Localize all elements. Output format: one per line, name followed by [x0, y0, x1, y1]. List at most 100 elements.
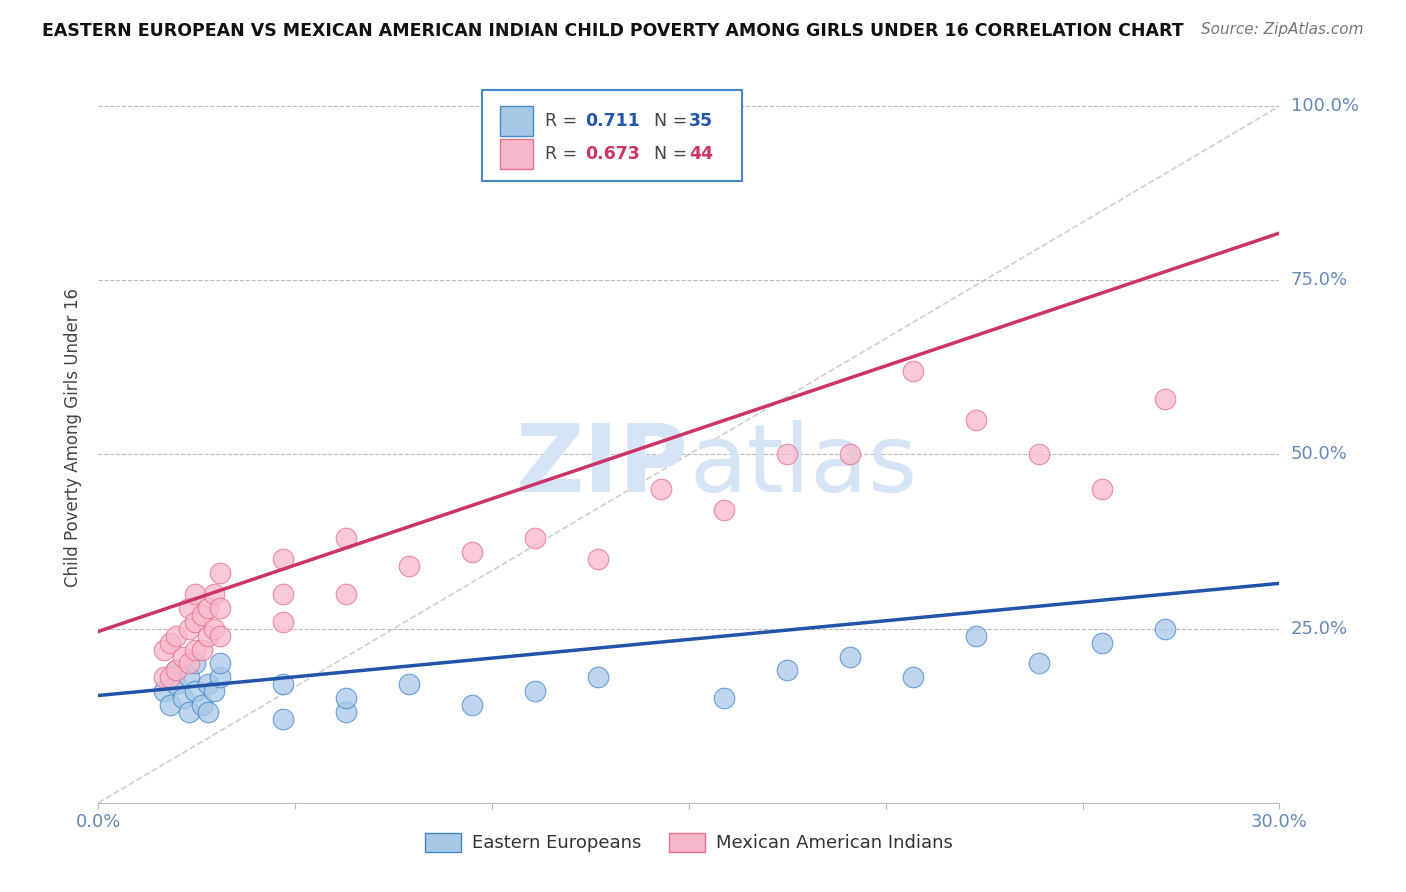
Point [717, 392, 740, 406]
Point [166, 677, 188, 691]
FancyBboxPatch shape [501, 139, 533, 169]
Point [111, 587, 134, 601]
Point [835, 468, 858, 483]
Text: N =: N = [643, 112, 693, 130]
Point [402, 483, 425, 497]
Text: 0.673: 0.673 [585, 145, 640, 163]
Text: R =: R = [546, 145, 582, 163]
Point [245, 558, 267, 573]
Point [717, 622, 740, 636]
Point [127, 670, 149, 684]
Point [103, 691, 125, 706]
Point [441, 503, 464, 517]
Point [875, 545, 897, 559]
Point [953, 517, 976, 532]
Text: 100.0%: 100.0% [1291, 97, 1358, 115]
FancyBboxPatch shape [482, 90, 742, 181]
Point [481, 448, 503, 462]
Point [98, 664, 121, 678]
Point [96, 698, 118, 713]
Point [166, 552, 188, 566]
Point [481, 664, 503, 678]
Point [96, 670, 118, 684]
Text: atlas: atlas [689, 420, 917, 512]
Point [520, 649, 543, 664]
Point [678, 635, 700, 649]
Point [284, 545, 307, 559]
Point [323, 531, 346, 545]
Point [122, 587, 145, 601]
Point [678, 483, 700, 497]
Point [107, 657, 129, 671]
Text: N =: N = [643, 145, 693, 163]
Point [118, 677, 141, 691]
Point [205, 691, 228, 706]
Point [107, 670, 129, 684]
Point [166, 615, 188, 629]
Point [638, 657, 661, 671]
Point [323, 684, 346, 698]
Point [284, 698, 307, 713]
Point [96, 635, 118, 649]
Point [91, 670, 114, 684]
Point [796, 357, 818, 371]
Point [560, 364, 582, 378]
Point [98, 677, 121, 691]
Point [111, 642, 134, 657]
Point [111, 615, 134, 629]
Legend: Eastern Europeans, Mexican American Indians: Eastern Europeans, Mexican American Indi… [418, 826, 960, 860]
Point [127, 600, 149, 615]
Point [875, 552, 897, 566]
Point [98, 664, 121, 678]
Text: EASTERN EUROPEAN VS MEXICAN AMERICAN INDIAN CHILD POVERTY AMONG GIRLS UNDER 16 C: EASTERN EUROPEAN VS MEXICAN AMERICAN IND… [42, 22, 1184, 40]
Point [363, 552, 385, 566]
Point [127, 566, 149, 580]
Text: 35: 35 [689, 112, 713, 130]
Point [520, 448, 543, 462]
Text: 75.0%: 75.0% [1291, 271, 1348, 289]
Text: 44: 44 [689, 145, 713, 163]
Point [122, 622, 145, 636]
Point [166, 712, 188, 726]
Point [599, 629, 621, 643]
Point [115, 607, 138, 622]
Point [1032, 203, 1054, 218]
Point [115, 698, 138, 713]
Point [127, 657, 149, 671]
Point [107, 622, 129, 636]
Point [205, 531, 228, 545]
Point [122, 684, 145, 698]
Text: Source: ZipAtlas.com: Source: ZipAtlas.com [1201, 22, 1364, 37]
Text: 0.711: 0.711 [585, 112, 640, 130]
Point [91, 684, 114, 698]
Point [166, 587, 188, 601]
Text: R =: R = [546, 112, 582, 130]
Point [127, 629, 149, 643]
Text: 25.0%: 25.0% [1291, 620, 1348, 638]
Point [118, 600, 141, 615]
Point [98, 629, 121, 643]
Point [363, 670, 385, 684]
Point [107, 705, 129, 719]
FancyBboxPatch shape [501, 106, 533, 136]
Point [111, 684, 134, 698]
Point [638, 448, 661, 462]
Text: 50.0%: 50.0% [1291, 445, 1347, 464]
Point [118, 705, 141, 719]
Point [118, 629, 141, 643]
Point [103, 649, 125, 664]
Point [205, 705, 228, 719]
Point [205, 587, 228, 601]
Point [91, 642, 114, 657]
Text: ZIP: ZIP [516, 420, 689, 512]
Point [599, 412, 621, 426]
Point [115, 642, 138, 657]
Point [560, 670, 582, 684]
Point [111, 657, 134, 671]
Point [107, 600, 129, 615]
Point [1150, 322, 1173, 336]
Point [1229, 747, 1251, 761]
Point [441, 691, 464, 706]
Y-axis label: Child Poverty Among Girls Under 16: Child Poverty Among Girls Under 16 [65, 287, 83, 587]
Point [245, 677, 267, 691]
